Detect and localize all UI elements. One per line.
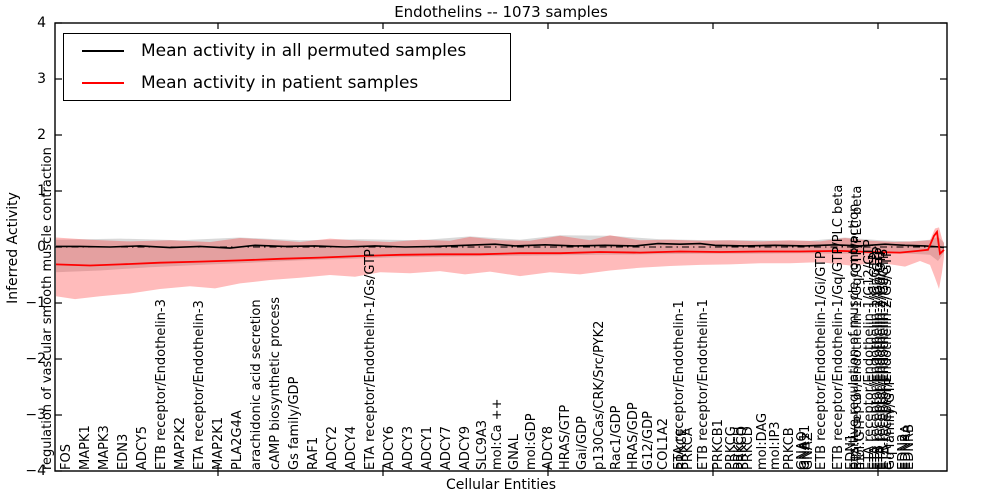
y-tick-label: 4 — [37, 15, 46, 31]
legend-line-swatch — [82, 50, 124, 52]
y-tick-label: −3 — [25, 407, 46, 423]
series-line — [55, 229, 945, 267]
legend-line-swatch — [82, 82, 124, 84]
legend-label: Mean activity in patient samples — [141, 73, 419, 93]
y-tick-label: −2 — [25, 351, 46, 367]
y-tick-label: 3 — [37, 71, 46, 87]
y-tick-label: −4 — [25, 463, 46, 479]
legend-label: Mean activity in all permuted samples — [141, 41, 467, 61]
y-tick-label: 1 — [37, 183, 46, 199]
y-tick-label: 0 — [37, 239, 46, 255]
legend-item: Mean activity in all permuted samples — [64, 35, 510, 67]
legend-item: Mean activity in patient samples — [64, 67, 510, 99]
y-tick-label: −1 — [25, 295, 46, 311]
x-axis-label: Cellular Entities — [445, 477, 557, 493]
chart-title: Endothelins -- 1073 samples — [394, 3, 608, 21]
y-tick-label: 2 — [37, 127, 46, 143]
band-patient-samples-range — [56, 227, 944, 300]
legend: Mean activity in all permuted samples Mea… — [63, 33, 511, 101]
